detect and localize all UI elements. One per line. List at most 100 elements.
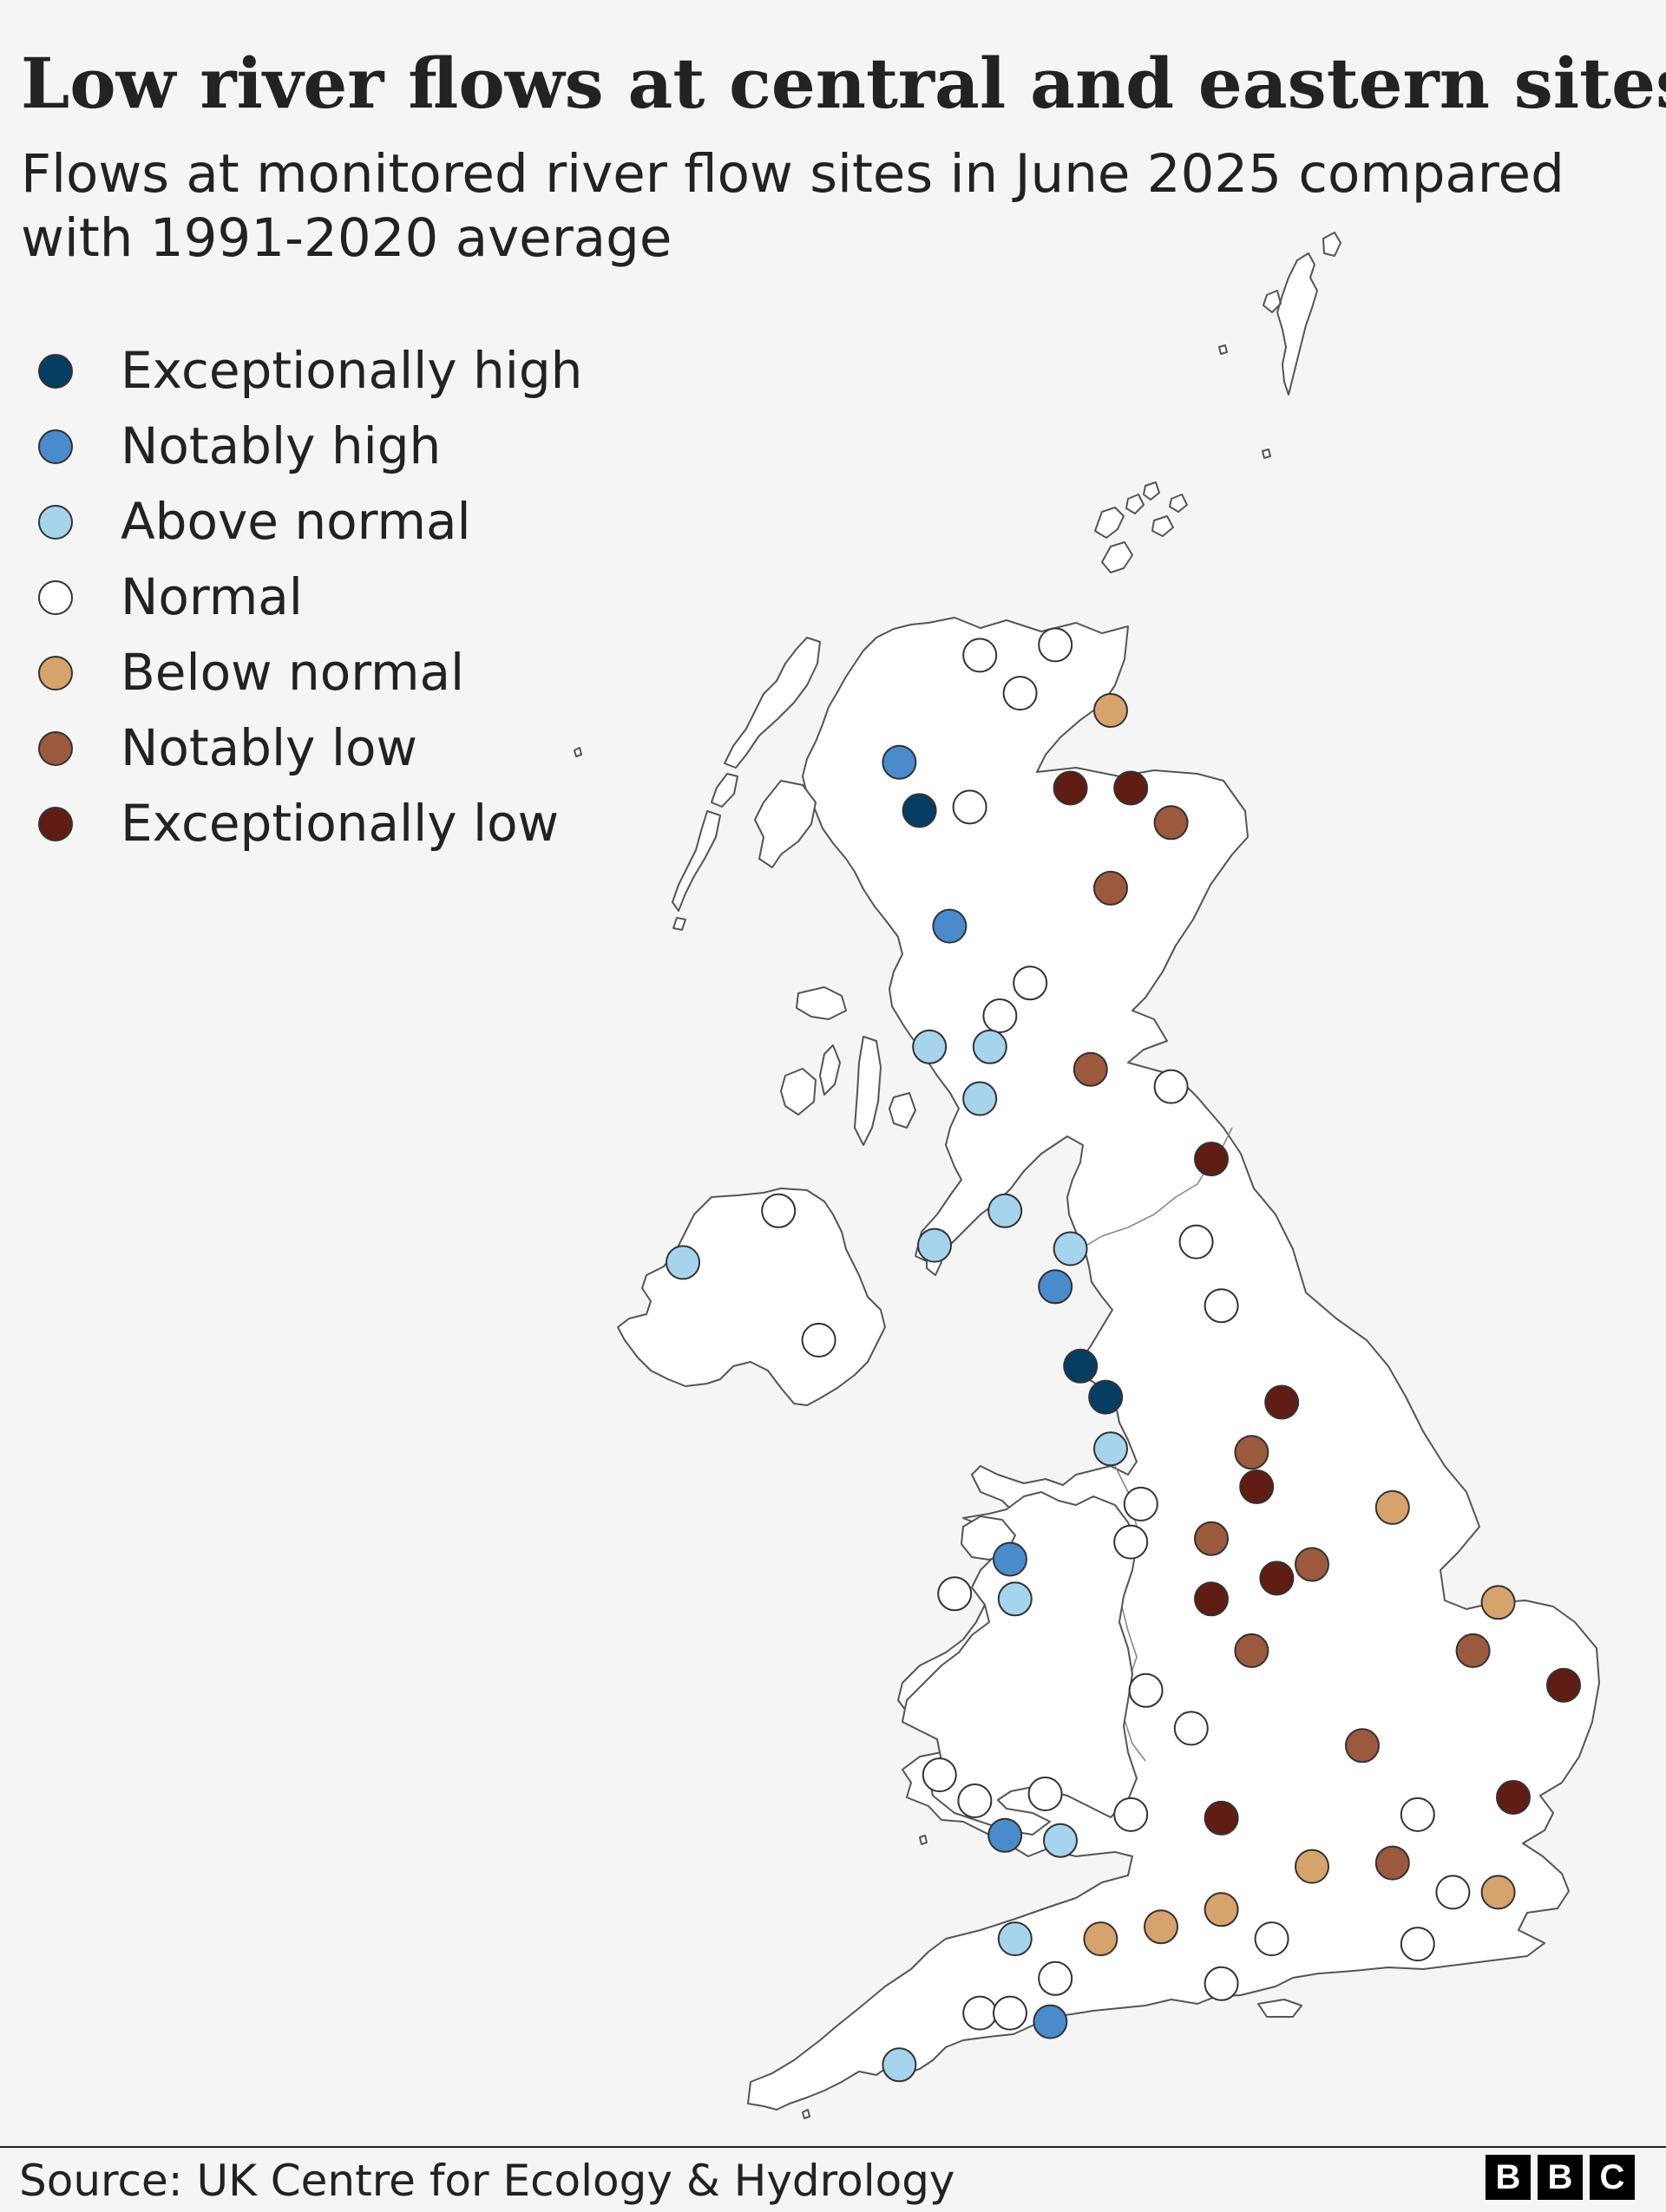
site-marker-above-normal (1093, 1431, 1128, 1467)
site-marker-exceptionally-high (1088, 1379, 1124, 1415)
site-marker-below-normal (1144, 1909, 1178, 1945)
site-marker-notably-low (1072, 1051, 1108, 1087)
site-marker-normal (1204, 1288, 1239, 1324)
land-shapes (574, 232, 1600, 2119)
site-marker-below-normal (1093, 693, 1128, 728)
foula (1218, 344, 1228, 355)
outer-hebrides-harris (711, 773, 738, 808)
site-marker-above-normal (1043, 1823, 1078, 1858)
page-title: Low river flows at central and eastern s… (21, 43, 1666, 124)
site-marker-exceptionally-low (1053, 770, 1088, 806)
site-marker-exceptionally-high (902, 793, 937, 828)
site-marker-notably-high (993, 1541, 1027, 1577)
skye (754, 780, 817, 868)
site-marker-normal (801, 1322, 836, 1358)
site-marker-normal (761, 1193, 797, 1228)
lundy (919, 1835, 928, 1845)
site-marker-above-normal (666, 1245, 700, 1280)
site-marker-normal (1178, 1224, 1214, 1260)
site-marker-normal (1123, 1486, 1158, 1522)
site-marker-exceptionally-low (1264, 1384, 1300, 1420)
mull (796, 986, 847, 1020)
legend-label-exceptionally-low: Exceptionally low (121, 794, 560, 853)
footer-rule (0, 2146, 1666, 2148)
legend-item-normal: Normal (38, 560, 582, 635)
site-marker-normal (1027, 1777, 1063, 1811)
legend-label-exceptionally-high: Exceptionally high (121, 341, 583, 400)
northern-ireland (617, 1188, 886, 1406)
site-marker-notably-low (1234, 1435, 1269, 1470)
jura (819, 1044, 841, 1096)
site-marker-notably-high (1033, 2004, 1068, 2039)
site-marker-normal (1128, 1672, 1164, 1708)
site-marker-notably-low (1345, 1728, 1380, 1764)
site-marker-normal (1400, 1927, 1435, 1962)
page-subtitle: Flows at monitored river flow sites in J… (21, 143, 1564, 269)
legend-item-exceptionally-low: Exceptionally low (38, 786, 582, 861)
site-marker-above-normal (882, 2047, 917, 2083)
legend-swatch-exceptionally-low (38, 806, 73, 841)
site-marker-above-normal (1053, 1231, 1088, 1266)
fair-isle (1262, 448, 1271, 459)
site-marker-notably-high (932, 908, 967, 944)
site-marker-normal (957, 1783, 993, 1818)
outer-hebrides-lewis (724, 637, 821, 769)
site-marker-normal (1173, 1711, 1209, 1746)
site-marker-below-normal (1480, 1585, 1516, 1620)
uk-map (574, 232, 1600, 2119)
site-marker-below-normal (1204, 1892, 1239, 1927)
site-marker-exceptionally-low (1204, 1800, 1239, 1836)
outer-hebrides-uist (672, 810, 721, 912)
site-marker-normal (922, 1757, 957, 1793)
site-marker-normal (1400, 1796, 1435, 1832)
site-marker-normal (1153, 1069, 1189, 1104)
site-marker-normal (962, 1995, 998, 2031)
site-marker-normal (993, 1995, 1027, 2031)
site-marker-above-normal (912, 1029, 948, 1064)
legend-label-normal: Normal (121, 567, 303, 626)
legend-item-notably-high: Notably high (38, 409, 582, 484)
site-marker-above-normal (997, 1921, 1033, 1957)
bbc-logo-letter-1: B (1486, 2155, 1531, 2200)
legend-swatch-above-normal (38, 504, 73, 540)
site-marker-above-normal (962, 1081, 998, 1116)
legend-item-below-normal: Below normal (38, 635, 582, 710)
legend-swatch-notably-low (38, 730, 73, 766)
site-marker-below-normal (1295, 1849, 1329, 1884)
site-marker-exceptionally-low (1239, 1469, 1275, 1504)
isle-of-wight (1257, 1999, 1302, 2018)
site-marker-exceptionally-low (1496, 1780, 1531, 1815)
site-marker-below-normal (1374, 1489, 1410, 1525)
site-marker-notably-low (1093, 870, 1128, 906)
orkney (1094, 481, 1188, 573)
site-marker-notably-high (882, 744, 917, 780)
site-marker-notably-high (987, 1817, 1023, 1853)
great-britain-landmass (747, 617, 1600, 2111)
site-marker-below-normal (1480, 1875, 1516, 1910)
wales-landmass (902, 1491, 1138, 1836)
site-marker-below-normal (1083, 1921, 1118, 1957)
legend-label-notably-low: Notably low (121, 718, 417, 777)
legend-label-above-normal: Above normal (121, 492, 471, 551)
scilly (802, 2109, 810, 2119)
site-marker-normal (1254, 1921, 1289, 1957)
site-marker-above-normal (972, 1029, 1007, 1064)
barra (672, 917, 686, 931)
site-marker-normal (1204, 1966, 1239, 2001)
site-marker-normal (952, 789, 987, 825)
site-marker-normal (982, 998, 1018, 1033)
legend: Exceptionally high Notably high Above no… (38, 333, 582, 861)
bbc-logo-letter-2: B (1538, 2155, 1583, 2200)
site-marker-normal (1038, 1960, 1073, 1996)
site-marker-normal (1013, 965, 1048, 1001)
site-marker-exceptionally-low (1194, 1142, 1229, 1177)
site-marker-normal (1038, 627, 1073, 663)
site-marker-notably-low (1374, 1845, 1410, 1881)
site-marker-normal (962, 638, 998, 673)
legend-swatch-normal (38, 579, 73, 615)
source-credit: Source: UK Centre for Ecology & Hydrolog… (19, 2156, 955, 2206)
site-marker-notably-low (1234, 1633, 1269, 1668)
arran (889, 1092, 916, 1129)
site-marker-notably-low (1455, 1633, 1491, 1668)
site-marker-exceptionally-low (1546, 1667, 1581, 1703)
